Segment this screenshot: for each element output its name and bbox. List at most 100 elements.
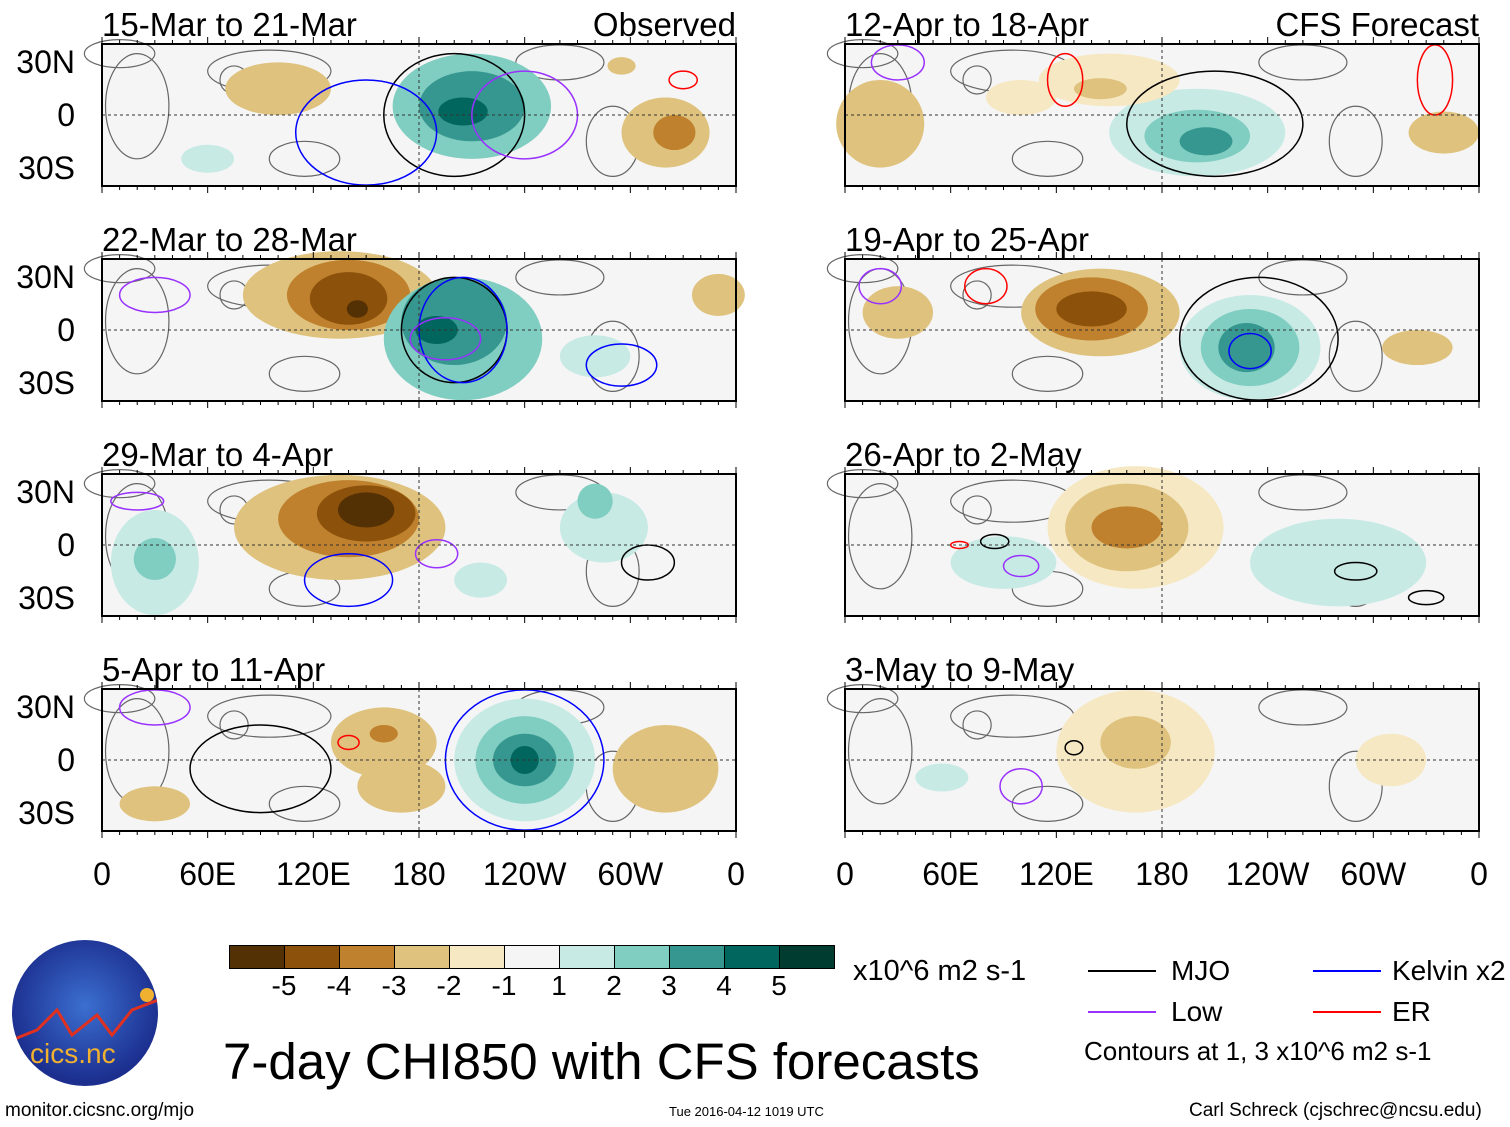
colorbar-label: -3 — [381, 970, 407, 1001]
coastline — [83, 254, 156, 284]
colorbar — [229, 945, 835, 969]
coastline — [1011, 140, 1084, 177]
contour-low — [110, 491, 165, 511]
lon-tick-label: 120W — [482, 856, 567, 892]
anomaly-shading — [559, 335, 631, 378]
lat-tick-label: 30N — [16, 259, 75, 296]
lat-tick-label: 30S — [18, 794, 75, 831]
colorbar-label: -5 — [271, 970, 297, 1001]
lon-tick-label: 60E — [179, 856, 237, 892]
anomaly-shading — [225, 62, 331, 115]
colorbar-label: 5 — [771, 970, 787, 1001]
anomaly-shading — [915, 763, 969, 792]
panel-title: 22-Mar to 28-Mar — [102, 221, 357, 258]
map-panel — [83, 467, 737, 623]
contour-mjo — [1407, 589, 1445, 606]
lat-tick-label: 30N — [16, 44, 75, 81]
contour-er — [337, 734, 360, 751]
anomaly-shading — [438, 97, 488, 126]
colorbar-swatch — [615, 946, 670, 968]
lon-tick-label: 120E — [1018, 856, 1094, 892]
anomaly-shading — [357, 760, 446, 813]
lon-tick-label: 180 — [392, 856, 446, 892]
map-panel — [83, 251, 745, 408]
anomaly-shading — [1355, 733, 1427, 787]
anomaly-shading — [577, 483, 613, 519]
anomaly-shading — [862, 286, 934, 339]
contour-low — [858, 267, 903, 305]
contour-kelvin — [418, 276, 508, 384]
colorbar-label: 4 — [716, 970, 732, 1001]
coastline — [104, 53, 170, 160]
legend-er-line — [1313, 1011, 1381, 1013]
colorbar-label: 2 — [606, 970, 622, 1001]
lon-tick-label: 120E — [275, 856, 351, 892]
panel-title: 19-Apr to 25-Apr — [845, 221, 1089, 258]
anomaly-shading — [985, 79, 1057, 115]
colorbar-swatch — [725, 946, 780, 968]
footer-author: Carl Schreck (cjschrec@ncsu.edu) — [1189, 1100, 1482, 1121]
panel-title: 5-Apr to 11-Apr — [102, 651, 326, 688]
panel-title: 12-Apr to 18-Apr — [845, 6, 1089, 43]
contour-er — [964, 267, 1008, 305]
coastline — [1328, 105, 1383, 177]
anomaly-shading — [1056, 291, 1127, 327]
lon-tick-label: 0 — [1470, 856, 1488, 892]
anomaly-shading — [950, 536, 1057, 589]
contour-mjo — [1064, 739, 1084, 756]
contour-mjo — [189, 724, 332, 814]
coastline — [826, 684, 899, 714]
colorbar-label: -2 — [436, 970, 462, 1001]
panel-column-label: CFS Forecast — [1275, 6, 1479, 43]
lon-tick-label: 0 — [836, 856, 854, 892]
panel-title: 29-Mar to 4-Apr — [102, 436, 334, 473]
coastline — [83, 684, 156, 714]
anomaly-shading — [337, 492, 395, 528]
map-panel — [826, 37, 1480, 193]
anomaly-shading — [607, 57, 636, 75]
lon-tick-label: 60E — [922, 856, 980, 892]
panel-title: 15-Mar to 21-Mar — [102, 6, 357, 43]
coastline — [962, 65, 992, 95]
coastline — [268, 355, 341, 392]
coastline — [847, 483, 913, 590]
anomaly-shading — [1408, 111, 1479, 154]
colorbar-label: 1 — [551, 970, 567, 1001]
anomaly-shading — [454, 562, 508, 598]
contour-low — [414, 538, 459, 569]
colorbar-swatch — [560, 946, 615, 968]
coastline — [1328, 320, 1383, 392]
coastline — [268, 785, 341, 822]
lat-tick-label: 30S — [18, 149, 75, 186]
contour-mjo — [1126, 70, 1304, 178]
contour-er — [949, 540, 970, 550]
anomaly-shading — [1382, 330, 1453, 366]
anomaly-shading — [1250, 518, 1427, 607]
contour-kelvin — [303, 553, 394, 608]
contour-low — [999, 768, 1043, 805]
logo-text: cics.nc — [30, 1038, 116, 1069]
map-panel — [83, 37, 737, 193]
map-panel — [826, 466, 1480, 623]
coastline — [826, 469, 899, 499]
lat-tick-label: 0 — [57, 742, 75, 778]
lon-tick-label: 60W — [1340, 856, 1407, 892]
footer-url-link[interactable]: monitor.cicsnc.org/mjo — [5, 1100, 195, 1121]
map-panel — [83, 682, 737, 838]
footer-timestamp: Tue 2016-04-12 1019 UTC — [669, 1104, 824, 1119]
contour-low — [1002, 554, 1040, 578]
anomaly-shading — [1091, 506, 1162, 549]
anomaly-shading — [133, 537, 176, 581]
map-panel — [826, 252, 1480, 408]
colorbar-swatch — [505, 946, 560, 968]
lat-tick-label: 0 — [57, 527, 75, 563]
map-panel — [826, 682, 1480, 838]
panel-title: 3-May to 9-May — [845, 651, 1075, 688]
coastline — [847, 698, 913, 805]
lat-tick-label: 30N — [16, 689, 75, 726]
lat-tick-label: 0 — [57, 312, 75, 348]
colorbar-swatch — [780, 946, 834, 968]
contour-mjo — [979, 533, 1010, 550]
coastline — [962, 495, 992, 525]
colorbar-label: -4 — [326, 970, 352, 1001]
